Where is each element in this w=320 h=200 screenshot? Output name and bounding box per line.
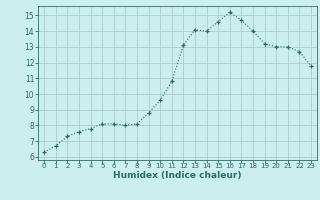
X-axis label: Humidex (Indice chaleur): Humidex (Indice chaleur)	[113, 171, 242, 180]
